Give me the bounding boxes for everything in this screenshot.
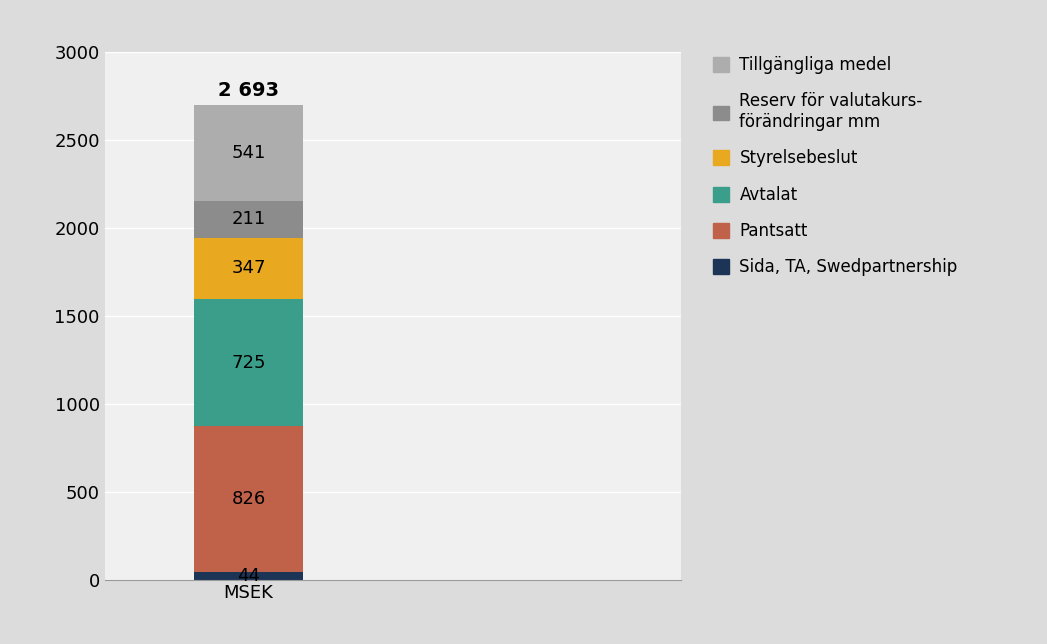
Text: 2 693: 2 693 — [218, 81, 280, 100]
Bar — [194, 426, 304, 572]
Bar — [194, 299, 304, 426]
Bar — [194, 572, 304, 580]
Text: 725: 725 — [231, 354, 266, 372]
Text: 347: 347 — [231, 260, 266, 278]
Legend: Tillgängliga medel, Reserv för valutakurs-
förändringar mm, Styrelsebeslut, Avta: Tillgängliga medel, Reserv för valutakur… — [706, 50, 964, 283]
Text: 211: 211 — [231, 210, 266, 228]
Bar — [194, 106, 304, 201]
Bar — [194, 201, 304, 238]
Text: 826: 826 — [231, 490, 266, 508]
Text: 44: 44 — [238, 567, 260, 585]
Text: 541: 541 — [231, 144, 266, 162]
Bar — [194, 238, 304, 299]
